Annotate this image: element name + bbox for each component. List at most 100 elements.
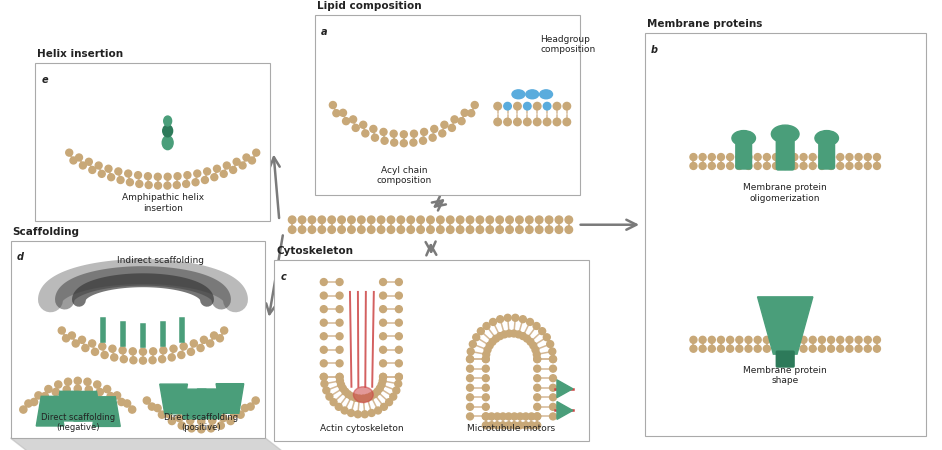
Circle shape	[154, 182, 161, 189]
Circle shape	[855, 162, 862, 169]
Circle shape	[506, 226, 513, 234]
Circle shape	[466, 413, 474, 420]
Circle shape	[736, 336, 743, 343]
Text: Lipid composition: Lipid composition	[317, 1, 421, 11]
Circle shape	[494, 422, 501, 429]
Circle shape	[73, 340, 79, 347]
Circle shape	[333, 110, 340, 117]
Circle shape	[467, 348, 474, 355]
Circle shape	[534, 384, 541, 391]
Ellipse shape	[353, 387, 373, 403]
Circle shape	[370, 126, 377, 132]
Circle shape	[320, 279, 327, 285]
Circle shape	[121, 356, 127, 363]
Circle shape	[809, 345, 816, 352]
Circle shape	[202, 176, 208, 184]
Circle shape	[362, 130, 369, 137]
Circle shape	[466, 394, 474, 401]
Circle shape	[367, 216, 375, 224]
Circle shape	[62, 335, 70, 342]
Circle shape	[382, 137, 388, 144]
Ellipse shape	[771, 125, 799, 143]
Circle shape	[160, 347, 167, 354]
Circle shape	[534, 403, 541, 410]
Circle shape	[164, 173, 171, 180]
Circle shape	[476, 226, 483, 234]
Circle shape	[169, 354, 175, 361]
Circle shape	[30, 398, 38, 405]
Circle shape	[180, 343, 187, 350]
Ellipse shape	[540, 90, 553, 99]
Circle shape	[95, 162, 102, 169]
Circle shape	[356, 395, 363, 402]
Circle shape	[427, 226, 434, 234]
Circle shape	[828, 345, 835, 352]
Polygon shape	[197, 389, 225, 419]
Circle shape	[183, 180, 189, 187]
Circle shape	[755, 345, 761, 352]
Circle shape	[396, 292, 402, 299]
Circle shape	[336, 319, 343, 326]
Circle shape	[549, 356, 557, 363]
Circle shape	[864, 345, 871, 352]
Circle shape	[519, 316, 527, 323]
Circle shape	[145, 182, 153, 189]
Polygon shape	[216, 384, 244, 414]
Circle shape	[563, 118, 571, 126]
Circle shape	[371, 391, 378, 398]
Circle shape	[726, 162, 734, 169]
Circle shape	[336, 360, 343, 367]
Circle shape	[336, 374, 343, 380]
Circle shape	[308, 226, 316, 234]
FancyBboxPatch shape	[10, 241, 266, 438]
Circle shape	[330, 399, 337, 405]
Circle shape	[117, 176, 124, 184]
Circle shape	[726, 345, 734, 352]
Circle shape	[496, 316, 504, 323]
Circle shape	[158, 411, 166, 418]
Circle shape	[476, 216, 483, 224]
Circle shape	[101, 351, 108, 359]
Circle shape	[430, 134, 436, 141]
Circle shape	[165, 410, 172, 418]
Circle shape	[341, 407, 348, 414]
Circle shape	[381, 403, 387, 410]
Circle shape	[436, 226, 444, 234]
Circle shape	[210, 332, 218, 339]
Text: d: d	[17, 252, 24, 262]
Circle shape	[522, 422, 529, 429]
Circle shape	[337, 381, 345, 388]
Ellipse shape	[512, 90, 525, 99]
Circle shape	[515, 331, 522, 338]
Circle shape	[846, 162, 853, 169]
Circle shape	[367, 226, 375, 234]
Circle shape	[338, 216, 346, 224]
Ellipse shape	[815, 130, 838, 146]
Circle shape	[504, 103, 512, 110]
Circle shape	[154, 173, 161, 180]
Circle shape	[339, 385, 347, 392]
Circle shape	[380, 374, 386, 380]
Circle shape	[187, 348, 194, 356]
Circle shape	[211, 174, 218, 181]
Circle shape	[515, 226, 523, 234]
Circle shape	[488, 413, 495, 420]
Circle shape	[708, 162, 715, 169]
Ellipse shape	[732, 130, 755, 146]
Circle shape	[544, 118, 551, 126]
Circle shape	[718, 153, 724, 161]
Circle shape	[430, 126, 438, 132]
Circle shape	[772, 162, 780, 169]
Polygon shape	[757, 297, 813, 354]
Circle shape	[736, 345, 743, 352]
Ellipse shape	[163, 125, 172, 137]
Circle shape	[336, 378, 344, 384]
Circle shape	[178, 351, 185, 359]
Circle shape	[516, 413, 524, 420]
Circle shape	[348, 216, 355, 224]
Circle shape	[690, 336, 697, 343]
Circle shape	[513, 103, 521, 110]
Circle shape	[105, 165, 112, 172]
Circle shape	[374, 388, 381, 395]
Circle shape	[544, 103, 551, 110]
